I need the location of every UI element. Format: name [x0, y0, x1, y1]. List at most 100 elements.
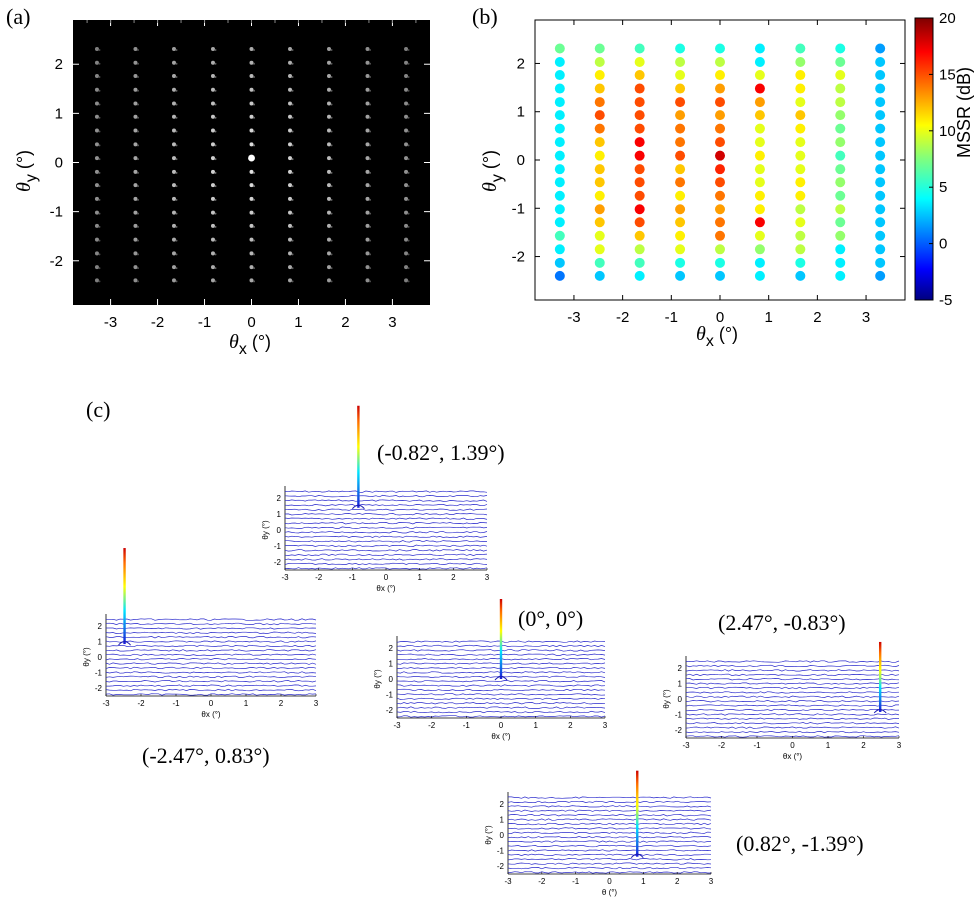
beam-spot: [210, 101, 215, 106]
beam-spot: [210, 265, 215, 270]
mssr-point: [634, 137, 645, 148]
beam-spot: [249, 251, 254, 256]
beam-spot: [249, 101, 254, 106]
beam-spot: [249, 142, 254, 147]
beam-spot-sidelobe: [253, 144, 255, 147]
mssr-point: [875, 110, 886, 121]
mssr-point: [795, 217, 806, 228]
inset-x-tick-label: -3: [682, 741, 690, 750]
trace-line: [396, 688, 606, 692]
beam-spot-sidelobe: [407, 158, 410, 161]
beam-spot: [94, 183, 99, 188]
trace-line: [285, 540, 488, 543]
beam-spot: [94, 128, 99, 133]
mssr-point: [754, 123, 765, 134]
beam-spot-sidelobe: [330, 89, 333, 92]
mssr-point: [875, 97, 886, 108]
beam-spot: [365, 278, 370, 283]
beam-spot-sidelobe: [253, 76, 255, 79]
trace-line: [105, 636, 317, 639]
inset-x-tick-label: 2: [675, 877, 680, 886]
beam-spot-sidelobe: [330, 198, 333, 201]
inset-y-tick-label: -1: [386, 691, 394, 700]
inset-y-tick-label: -1: [497, 847, 505, 856]
beam-spot-sidelobe: [136, 130, 139, 133]
mssr-point: [594, 97, 605, 108]
beam-spot: [249, 265, 254, 270]
beam-spot: [210, 128, 215, 133]
beam-spot-sidelobe: [291, 212, 294, 215]
mssr-point: [835, 270, 846, 281]
trace-line: [396, 697, 606, 700]
inset-plot: -3 -2 -1 0 1 2 3 2 1 0 -1 -2 θx (°) θy (°) (-2.47°, 0.…: [82, 548, 319, 768]
beam-spot-sidelobe: [407, 198, 410, 201]
mssr-point: [675, 123, 686, 134]
panel-b-ylabel: θy (°): [479, 150, 506, 192]
beam-spot: [210, 278, 215, 283]
beam-spot: [288, 128, 293, 133]
mssr-point: [715, 150, 725, 161]
beam-spot: [94, 278, 99, 283]
beam-spot: [210, 74, 215, 79]
beam-spot-sidelobe: [253, 212, 255, 215]
mssr-point: [634, 97, 645, 108]
beam-spot-sidelobe: [253, 280, 255, 283]
beam-spot-sidelobe: [369, 116, 372, 119]
mssr-point: [634, 83, 645, 94]
beam-spot-sidelobe: [291, 89, 294, 92]
beam-spot-sidelobe: [98, 253, 101, 256]
mssr-point: [715, 110, 725, 121]
mssr-point: [754, 190, 765, 201]
mssr-point: [875, 70, 886, 81]
trace-line: [284, 494, 488, 498]
trace-line: [105, 662, 317, 665]
trace-line: [685, 722, 900, 725]
x-tick-label: -2: [616, 309, 629, 326]
beam-spot: [171, 251, 176, 256]
mssr-point: [554, 83, 565, 94]
mssr-point: [634, 70, 645, 81]
beam-spot-sidelobe: [136, 116, 139, 119]
beam-spot-sidelobe: [98, 239, 101, 242]
mssr-point: [554, 244, 565, 255]
trace-line: [284, 531, 488, 534]
beam-spot: [133, 101, 138, 106]
mssr-point: [835, 83, 846, 94]
inset-x-tick-label: 1: [826, 741, 831, 750]
trace-line: [685, 704, 899, 707]
beam-spot-sidelobe: [369, 89, 372, 92]
beam-spot: [404, 156, 409, 161]
beam-spot: [171, 156, 176, 161]
beam-spot: [288, 74, 293, 79]
mssr-point: [795, 70, 806, 81]
beam-spot-sidelobe: [214, 89, 217, 92]
x-tick-label: 3: [862, 309, 870, 326]
mssr-point: [715, 164, 725, 175]
mssr-point: [795, 190, 806, 201]
beam-spot-sidelobe: [136, 185, 139, 188]
beam-spot: [327, 196, 332, 201]
beam-spot: [249, 74, 254, 79]
inset-y-tick-label: 0: [500, 831, 505, 840]
inset-coordinate-label: (-0.82°, 1.39°): [377, 440, 505, 465]
beam-spot-sidelobe: [175, 116, 178, 119]
trace-line: [507, 809, 712, 812]
beam-spot: [365, 87, 370, 92]
beam-spot: [365, 114, 370, 119]
beam-spot: [249, 183, 254, 188]
mssr-point: [634, 230, 645, 241]
beam-spot-sidelobe: [253, 62, 255, 65]
trace-line: [507, 814, 712, 817]
mssr-point: [715, 177, 725, 188]
mssr-point: [594, 270, 605, 281]
beam-spot-sidelobe: [369, 130, 372, 133]
trace-line: [507, 831, 712, 834]
beam-spot-sidelobe: [253, 89, 255, 92]
beam-spot-sidelobe: [369, 253, 372, 256]
inset-x-tick-label: -1: [463, 721, 471, 730]
mssr-point: [875, 150, 886, 161]
inset-y-tick-label: -2: [497, 862, 505, 871]
y-tick-label: -1: [50, 204, 63, 221]
beam-spot-sidelobe: [136, 225, 139, 228]
y-tick-label: -2: [512, 249, 525, 266]
